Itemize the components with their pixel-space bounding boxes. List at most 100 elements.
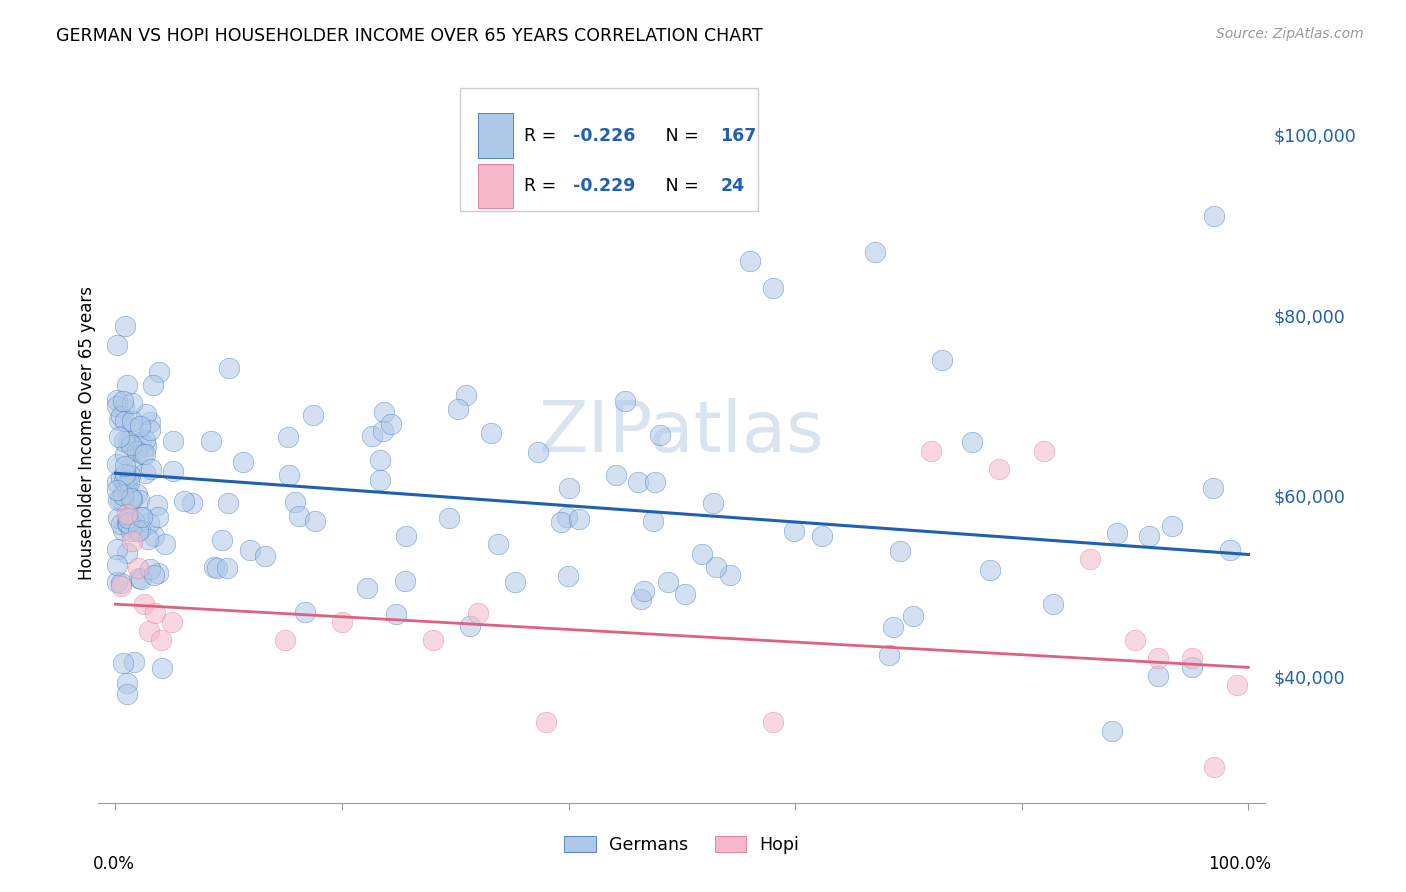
Point bbox=[231, 455, 253, 469]
Point bbox=[368, 473, 391, 487]
Point bbox=[139, 416, 162, 430]
Point bbox=[356, 581, 378, 595]
Point bbox=[527, 444, 550, 458]
Point bbox=[395, 529, 418, 543]
Point bbox=[458, 619, 481, 633]
Point bbox=[882, 620, 904, 634]
Point bbox=[1101, 723, 1123, 738]
Point bbox=[122, 514, 145, 528]
Point bbox=[121, 492, 143, 507]
Point bbox=[146, 510, 169, 524]
Point bbox=[142, 378, 165, 392]
Point bbox=[274, 633, 297, 648]
Point bbox=[127, 524, 149, 539]
Text: -0.229: -0.229 bbox=[574, 178, 636, 195]
Point bbox=[105, 575, 128, 590]
Point bbox=[550, 515, 572, 529]
Point bbox=[783, 524, 806, 538]
Point bbox=[114, 414, 136, 428]
Point bbox=[284, 494, 307, 508]
Point bbox=[105, 558, 128, 572]
Point bbox=[107, 483, 129, 497]
Point bbox=[120, 524, 142, 538]
Point bbox=[889, 544, 911, 558]
Point bbox=[605, 468, 627, 483]
Point bbox=[107, 413, 129, 427]
Point bbox=[1204, 760, 1226, 774]
Point bbox=[108, 429, 131, 443]
Point bbox=[704, 560, 727, 574]
Point bbox=[380, 417, 402, 431]
Point bbox=[153, 537, 176, 551]
Point bbox=[110, 471, 132, 485]
Point bbox=[107, 493, 129, 508]
Text: ZIPatlas: ZIPatlas bbox=[538, 398, 825, 467]
Point bbox=[630, 591, 652, 606]
Point bbox=[1226, 678, 1249, 692]
Point bbox=[138, 423, 160, 437]
Point bbox=[302, 408, 325, 422]
Point bbox=[110, 409, 132, 424]
Point bbox=[112, 434, 135, 449]
Point bbox=[112, 474, 135, 488]
Point bbox=[385, 607, 408, 621]
Point bbox=[129, 572, 152, 586]
Point bbox=[112, 656, 135, 670]
Point bbox=[173, 494, 195, 508]
Point bbox=[253, 549, 276, 564]
Point bbox=[1181, 660, 1204, 674]
Point bbox=[135, 439, 157, 453]
Point bbox=[121, 395, 143, 409]
Point bbox=[162, 464, 184, 478]
Text: N =: N = bbox=[650, 178, 704, 195]
Point bbox=[761, 281, 783, 295]
Point bbox=[557, 569, 579, 583]
Point bbox=[135, 407, 157, 421]
Point bbox=[1123, 633, 1146, 648]
Point bbox=[205, 561, 228, 575]
Point bbox=[105, 393, 128, 408]
Point bbox=[1181, 651, 1204, 665]
Point bbox=[111, 523, 134, 537]
Point bbox=[114, 458, 136, 473]
Point bbox=[148, 365, 170, 379]
Point bbox=[115, 507, 138, 521]
Point bbox=[1042, 598, 1064, 612]
Point bbox=[467, 606, 489, 620]
Point bbox=[136, 533, 159, 547]
Point bbox=[1146, 651, 1168, 665]
Point bbox=[128, 493, 150, 508]
Point bbox=[131, 447, 153, 461]
Point bbox=[877, 648, 900, 662]
Point bbox=[122, 440, 145, 454]
Point bbox=[150, 661, 173, 675]
Point bbox=[202, 560, 225, 574]
Point bbox=[160, 615, 183, 630]
Text: Source: ZipAtlas.com: Source: ZipAtlas.com bbox=[1216, 27, 1364, 41]
Point bbox=[761, 714, 783, 729]
Point bbox=[128, 509, 150, 524]
Point bbox=[134, 447, 156, 461]
Point bbox=[162, 434, 184, 449]
Text: N =: N = bbox=[650, 127, 704, 145]
Point bbox=[117, 510, 139, 524]
Point bbox=[148, 566, 170, 581]
Point bbox=[217, 496, 239, 510]
Point bbox=[142, 568, 165, 582]
Point bbox=[114, 467, 136, 481]
Point bbox=[633, 584, 655, 599]
Point bbox=[105, 337, 128, 351]
Bar bbox=[478, 164, 513, 209]
FancyBboxPatch shape bbox=[460, 88, 758, 211]
Point bbox=[217, 561, 239, 575]
Point bbox=[1219, 543, 1241, 558]
Point bbox=[122, 655, 145, 669]
Point bbox=[129, 418, 152, 433]
Point bbox=[211, 533, 233, 548]
Point bbox=[644, 475, 666, 489]
Point bbox=[128, 571, 150, 585]
Point bbox=[960, 435, 983, 450]
Point bbox=[657, 575, 679, 590]
Point bbox=[105, 457, 128, 471]
Text: 167: 167 bbox=[720, 127, 756, 145]
